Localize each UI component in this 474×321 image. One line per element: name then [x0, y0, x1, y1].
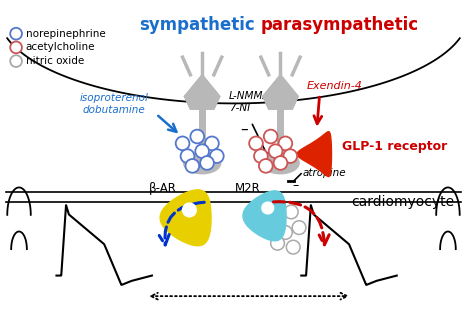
Circle shape [249, 136, 263, 150]
Text: L-NMMA
7-NI: L-NMMA 7-NI [228, 91, 270, 113]
Circle shape [279, 226, 292, 239]
Text: GLP-1 receptor: GLP-1 receptor [342, 140, 447, 153]
Circle shape [191, 130, 204, 143]
Polygon shape [263, 75, 298, 109]
FancyArrowPatch shape [158, 116, 176, 132]
Polygon shape [184, 75, 220, 109]
Text: cardiomyocyte: cardiomyocyte [351, 195, 455, 209]
Circle shape [269, 144, 283, 158]
Text: M2R: M2R [235, 182, 261, 195]
Circle shape [195, 144, 209, 158]
Circle shape [176, 136, 190, 150]
Circle shape [10, 28, 22, 39]
FancyArrowPatch shape [151, 293, 347, 299]
Ellipse shape [183, 152, 221, 174]
Text: norepinephrine: norepinephrine [26, 29, 106, 39]
Circle shape [210, 149, 224, 163]
Circle shape [182, 203, 196, 217]
FancyArrowPatch shape [314, 97, 322, 124]
FancyArrowPatch shape [159, 202, 204, 245]
Polygon shape [243, 191, 286, 241]
Circle shape [271, 211, 284, 225]
FancyArrowPatch shape [273, 202, 329, 245]
Circle shape [279, 136, 292, 150]
Polygon shape [297, 132, 331, 177]
Text: Exendin-4: Exendin-4 [306, 81, 362, 91]
Text: acetylcholine: acetylcholine [26, 42, 95, 52]
Circle shape [181, 149, 194, 163]
Circle shape [283, 149, 297, 163]
Circle shape [264, 130, 278, 143]
Circle shape [200, 156, 214, 170]
Text: parasympathetic: parasympathetic [260, 16, 418, 34]
Ellipse shape [262, 152, 299, 174]
Circle shape [205, 136, 219, 150]
Circle shape [262, 202, 273, 214]
Circle shape [286, 240, 300, 254]
Circle shape [271, 236, 284, 250]
Circle shape [292, 221, 306, 234]
Circle shape [185, 159, 199, 173]
Text: isoproterenol
dobutamine: isoproterenol dobutamine [80, 93, 148, 115]
Circle shape [10, 41, 22, 53]
Circle shape [273, 156, 287, 170]
Text: –: – [240, 122, 248, 137]
Polygon shape [160, 190, 211, 246]
Circle shape [254, 149, 268, 163]
Text: sympathetic: sympathetic [139, 16, 255, 34]
Circle shape [10, 55, 22, 67]
Circle shape [264, 221, 278, 234]
Circle shape [284, 205, 298, 219]
Text: –: – [292, 179, 298, 192]
Text: nitric oxide: nitric oxide [26, 56, 84, 66]
Text: β-AR: β-AR [149, 182, 177, 195]
Circle shape [259, 159, 273, 173]
Text: atropine: atropine [303, 168, 346, 178]
Circle shape [257, 205, 271, 219]
